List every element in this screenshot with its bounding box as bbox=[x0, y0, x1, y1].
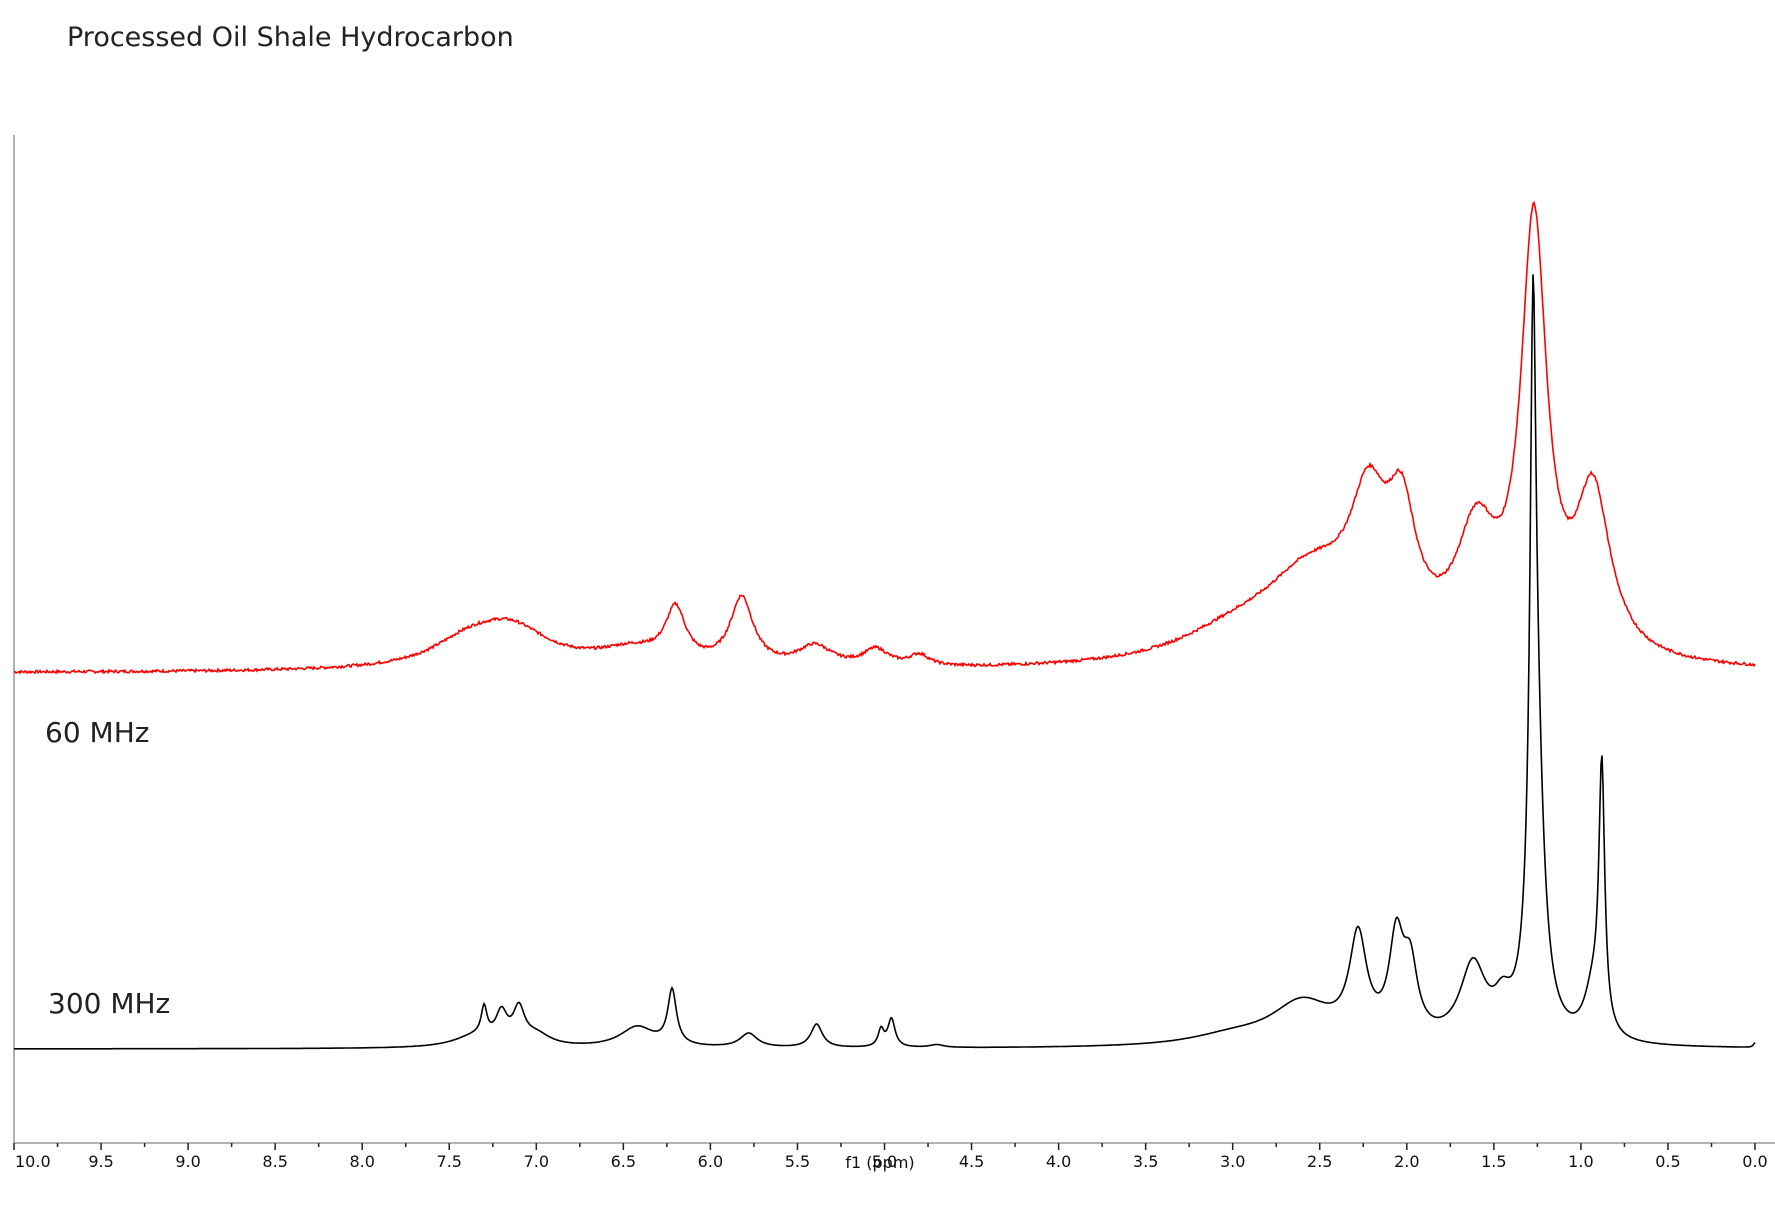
series-line-60-mhz bbox=[13, 200, 1756, 675]
x-tick-label: 8.0 bbox=[349, 1152, 374, 1171]
x-tick-label: 9.5 bbox=[88, 1152, 113, 1171]
series-label-300-mhz: 300 MHz bbox=[48, 987, 170, 1020]
x-tick-label: 7.5 bbox=[437, 1152, 462, 1171]
x-tick-label: 9.0 bbox=[175, 1152, 200, 1171]
trace-labels: 60 MHz 300 MHz bbox=[45, 716, 170, 1020]
x-tick-label: 5.0 bbox=[872, 1152, 897, 1171]
chart-title: Processed Oil Shale Hydrocarbon bbox=[67, 22, 514, 53]
x-tick-label: 2.5 bbox=[1307, 1152, 1332, 1171]
spectrum-traces bbox=[13, 200, 1756, 1050]
x-axis-ticks: 10.0 9.5 9.0 8.5 8.0 7.5 7.0 6.5 6.0 5.5 5.0 4.5 4.0… bbox=[13, 1143, 1768, 1171]
x-tick-label: 0.5 bbox=[1655, 1152, 1680, 1171]
x-tick-label: 1.5 bbox=[1481, 1152, 1506, 1171]
x-tick-label: 4.0 bbox=[1046, 1152, 1071, 1171]
x-tick-label: 1.0 bbox=[1568, 1152, 1593, 1171]
x-tick-label: 8.5 bbox=[262, 1152, 287, 1171]
x-tick-label: 10.0 bbox=[15, 1152, 51, 1171]
x-axis-label: f1 (ppm) bbox=[845, 1153, 914, 1172]
x-tick-label: 5.5 bbox=[785, 1152, 810, 1171]
x-tick-label: 4.5 bbox=[959, 1152, 984, 1171]
x-tick-label: 3.5 bbox=[1133, 1152, 1158, 1171]
x-tick-label: 0.0 bbox=[1742, 1152, 1767, 1171]
x-tick-label: 3.0 bbox=[1220, 1152, 1245, 1171]
x-tick-label: 7.0 bbox=[524, 1152, 549, 1171]
x-tick-label: 6.0 bbox=[698, 1152, 723, 1171]
x-tick-label: 2.0 bbox=[1394, 1152, 1419, 1171]
series-label-60-mhz: 60 MHz bbox=[45, 716, 149, 749]
series-line-300-mhz bbox=[14, 274, 1756, 1050]
x-tick-label: 6.5 bbox=[611, 1152, 636, 1171]
